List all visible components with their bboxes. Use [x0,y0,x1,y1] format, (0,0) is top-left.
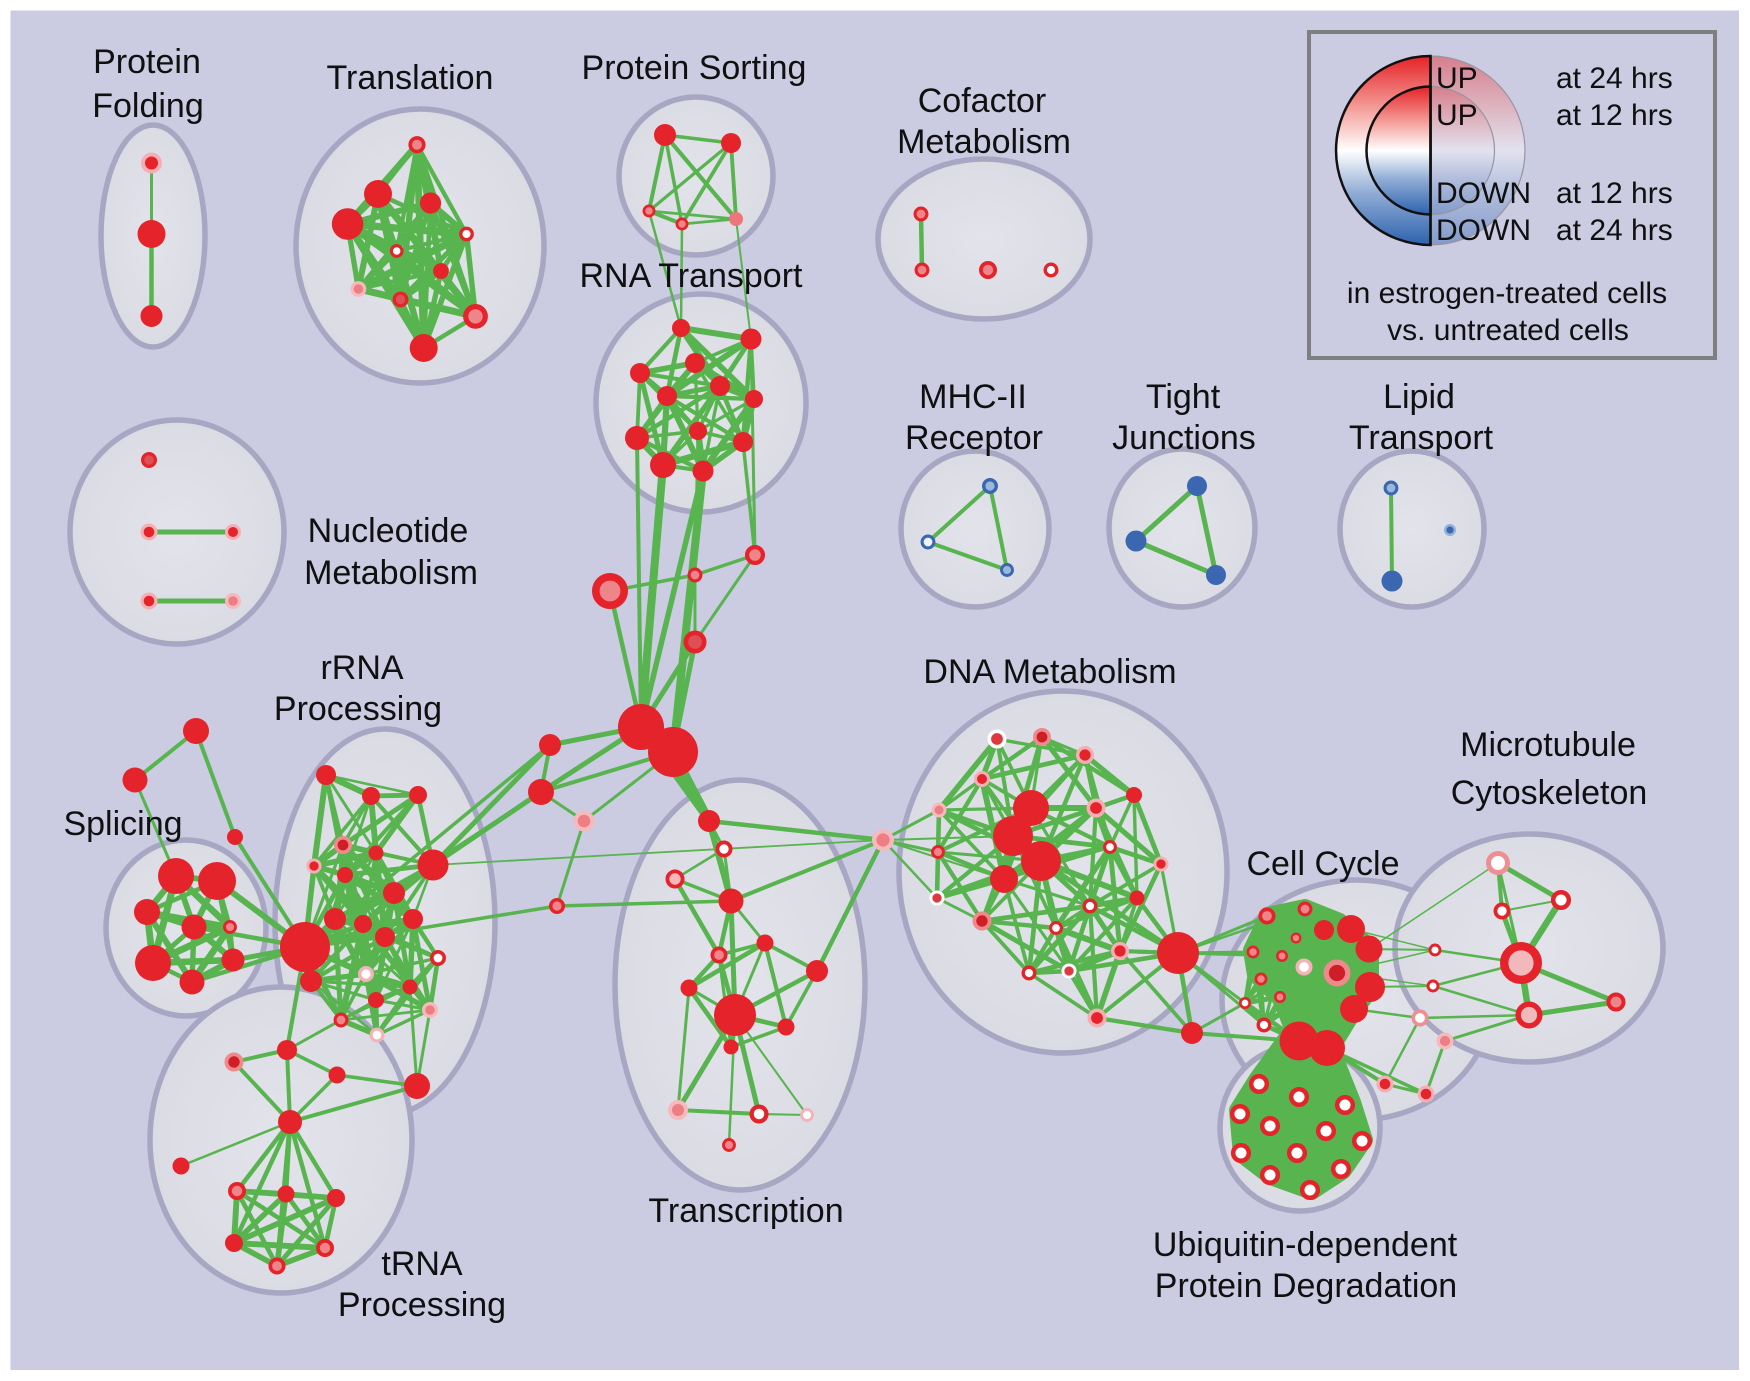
svg-text:tRNA: tRNA [381,1245,463,1283]
svg-text:Metabolism: Metabolism [304,554,478,592]
svg-text:MHC-II: MHC-II [919,378,1027,416]
svg-text:at 12 hrs: at 12 hrs [1556,99,1673,132]
svg-text:vs. untreated cells: vs. untreated cells [1387,314,1629,347]
svg-text:Cell Cycle: Cell Cycle [1246,845,1399,883]
svg-text:Cofactor: Cofactor [918,82,1047,120]
svg-text:UP: UP [1436,62,1478,95]
svg-text:at 12 hrs: at 12 hrs [1556,177,1673,210]
svg-text:Lipid: Lipid [1383,378,1455,416]
svg-text:Tight: Tight [1146,378,1221,416]
svg-text:Transport: Transport [1349,419,1494,457]
svg-text:at 24 hrs: at 24 hrs [1556,62,1673,95]
svg-text:Junctions: Junctions [1112,419,1256,457]
svg-text:Folding: Folding [92,87,204,125]
svg-text:Cytoskeleton: Cytoskeleton [1451,774,1648,812]
svg-text:Processing: Processing [274,690,442,728]
svg-text:Splicing: Splicing [63,805,182,843]
svg-text:UP: UP [1436,99,1478,132]
svg-text:Ubiquitin-dependent: Ubiquitin-dependent [1153,1226,1458,1264]
svg-text:Processing: Processing [338,1286,506,1324]
svg-text:RNA Transport: RNA Transport [580,257,804,295]
svg-text:Transcription: Transcription [648,1192,843,1230]
svg-text:DOWN: DOWN [1436,214,1531,247]
svg-text:at 24 hrs: at 24 hrs [1556,214,1673,247]
svg-text:Protein: Protein [93,43,201,81]
svg-text:Receptor: Receptor [905,419,1043,457]
svg-text:in estrogen-treated cells: in estrogen-treated cells [1347,277,1667,310]
svg-text:Translation: Translation [327,59,494,97]
svg-text:Protein Degradation: Protein Degradation [1155,1267,1457,1305]
svg-text:Microtubule: Microtubule [1460,726,1636,764]
svg-text:Nucleotide: Nucleotide [308,512,469,550]
svg-text:rRNA: rRNA [320,649,403,687]
svg-text:DNA Metabolism: DNA Metabolism [923,653,1176,691]
svg-text:Protein Sorting: Protein Sorting [582,49,807,87]
svg-text:Metabolism: Metabolism [897,123,1071,161]
svg-text:DOWN: DOWN [1436,177,1531,210]
